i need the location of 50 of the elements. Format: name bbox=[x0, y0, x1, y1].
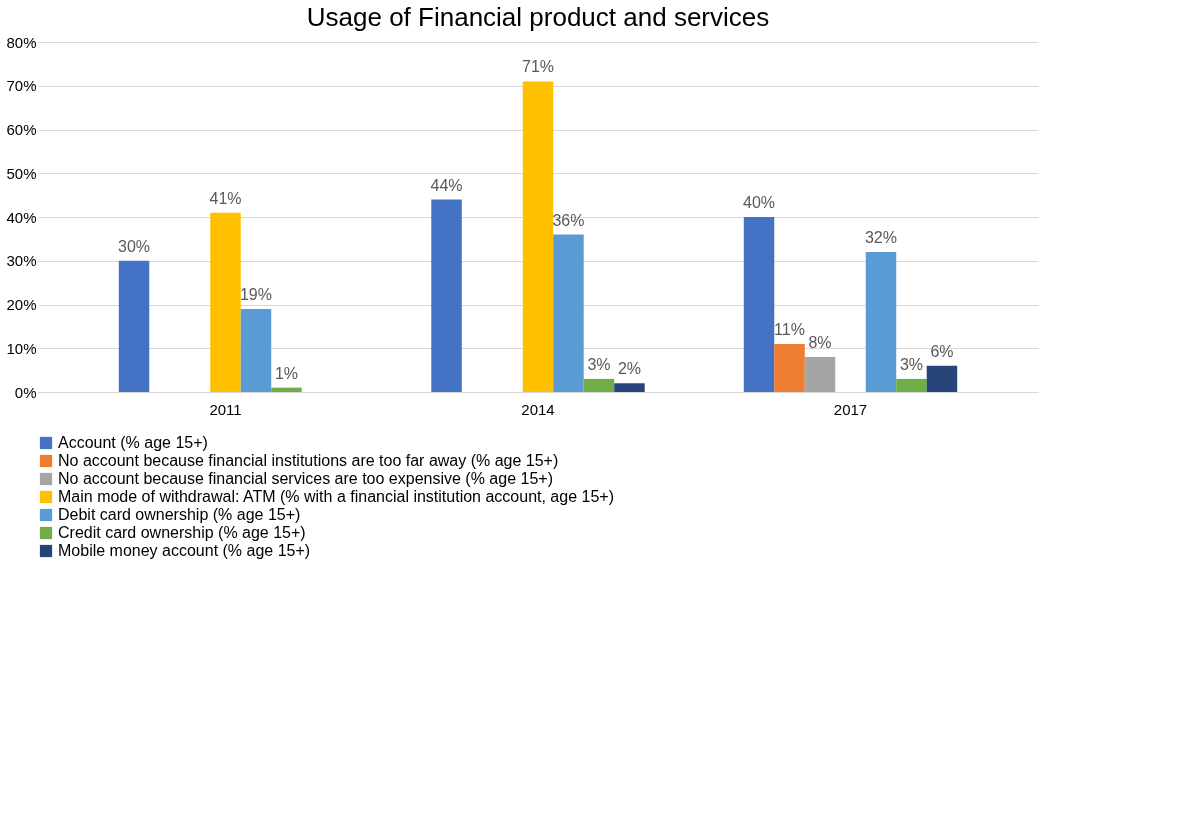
x-tick-label: 2011 bbox=[209, 400, 242, 418]
data-label: 30% bbox=[118, 237, 151, 255]
data-label: 1% bbox=[274, 364, 299, 382]
x-tick-label: 2017 bbox=[833, 400, 868, 418]
y-tick-label: 80% bbox=[6, 33, 37, 51]
bar bbox=[210, 212, 241, 392]
data-label: 11% bbox=[774, 320, 805, 338]
data-label: 3% bbox=[899, 355, 924, 373]
legend-label: Debit card ownership (% age 15+) bbox=[58, 506, 301, 523]
data-label: 2% bbox=[617, 360, 642, 378]
bar bbox=[118, 260, 150, 392]
bar bbox=[240, 308, 272, 392]
legend-label: Credit card ownership (% age 15+) bbox=[58, 524, 306, 541]
data-label: 36% bbox=[552, 211, 585, 229]
bar bbox=[896, 378, 927, 392]
legend-label: No account because financial institutions are too far away (% age 15+) bbox=[58, 452, 559, 469]
bar bbox=[614, 383, 645, 392]
y-tick-label: 20% bbox=[6, 296, 37, 313]
y-tick-label: 70% bbox=[6, 77, 37, 95]
data-label: 19% bbox=[239, 285, 272, 303]
legend-label: Mobile money account (% age 15+) bbox=[58, 542, 311, 559]
legend-label: Account (% age 15+) bbox=[58, 434, 208, 451]
bar bbox=[804, 357, 836, 392]
bar bbox=[743, 217, 775, 392]
bar bbox=[926, 365, 958, 392]
bar bbox=[865, 252, 897, 392]
bar bbox=[431, 199, 462, 392]
legend-label: Main mode of withdrawal: ATM (% with a financial institution account, age 15+) bbox=[58, 488, 614, 505]
data-label: 40% bbox=[743, 194, 776, 211]
data-label: 8% bbox=[808, 334, 832, 351]
bar bbox=[553, 234, 584, 392]
data-label: 6% bbox=[930, 342, 954, 360]
bar bbox=[522, 81, 554, 392]
chart-title: Usage of Financial product and services bbox=[306, 2, 770, 32]
data-label: 41% bbox=[209, 189, 242, 207]
y-tick-label: 10% bbox=[6, 339, 37, 357]
bar bbox=[583, 378, 615, 392]
y-tick-label: 60% bbox=[6, 121, 37, 138]
x-tick-label: 2014 bbox=[521, 400, 555, 418]
data-label: 32% bbox=[864, 229, 897, 246]
y-tick-label: 0% bbox=[14, 383, 37, 401]
y-tick-label: 40% bbox=[6, 208, 37, 226]
y-tick-label: 50% bbox=[6, 164, 37, 182]
data-label: 44% bbox=[430, 176, 463, 194]
y-tick-label: 30% bbox=[6, 252, 37, 270]
data-label: 3% bbox=[587, 355, 611, 373]
bar bbox=[774, 343, 805, 392]
legend-label: No account because financial services are too expensive (% age 15+) bbox=[58, 470, 553, 487]
data-label: 71% bbox=[521, 58, 555, 76]
bar bbox=[271, 387, 302, 392]
